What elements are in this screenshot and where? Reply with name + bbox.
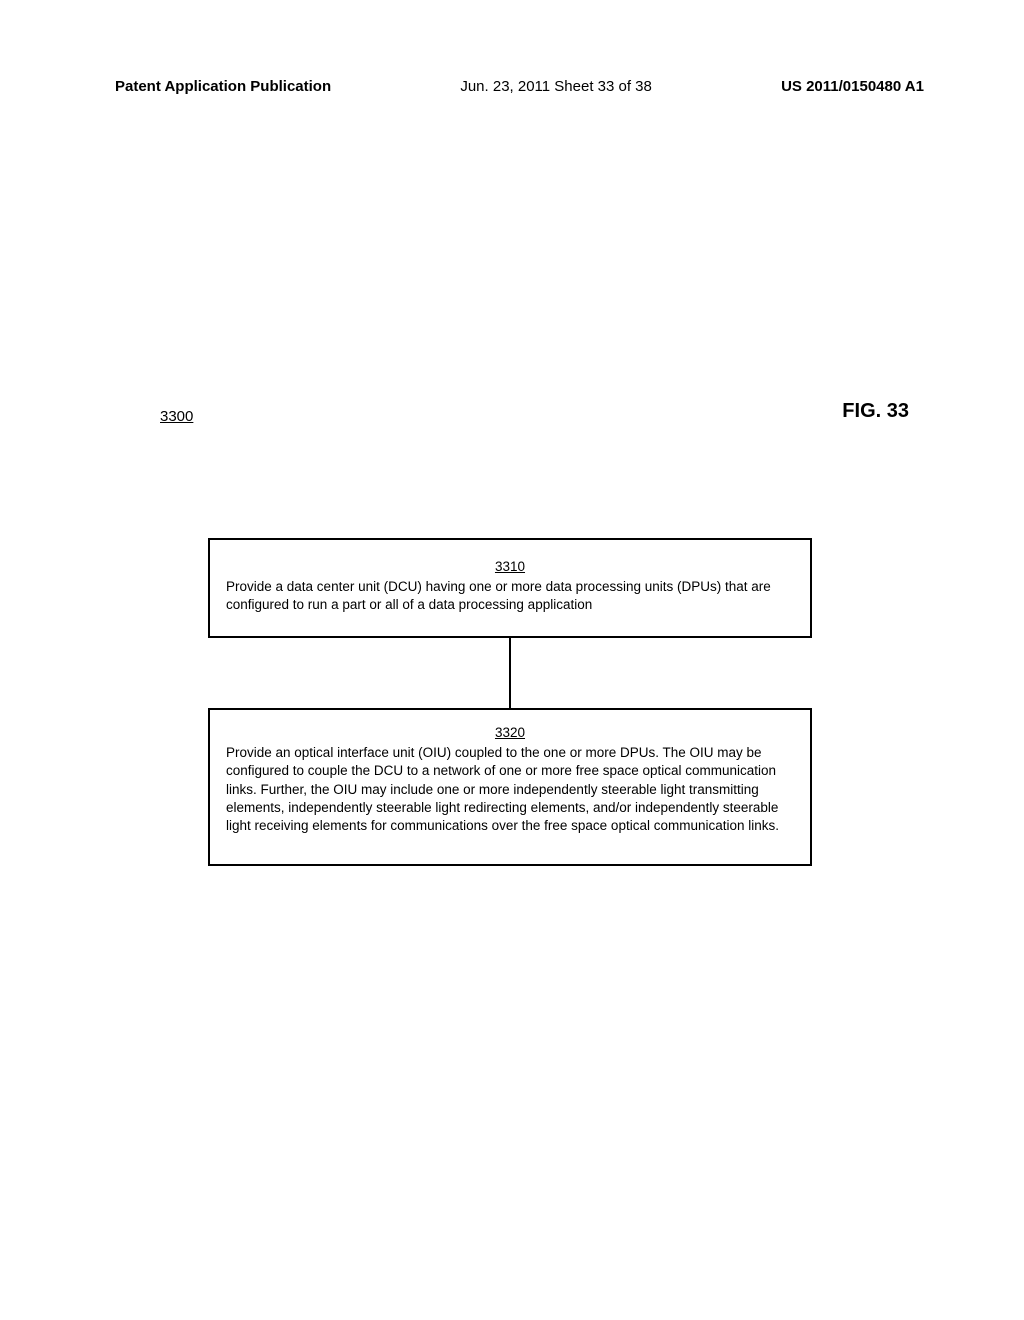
- header-publication: Patent Application Publication: [115, 78, 331, 95]
- header-patent-number: US 2011/0150480 A1: [781, 78, 924, 95]
- step-text: Provide a data center unit (DCU) having …: [226, 579, 771, 612]
- flowchart-step-3310: 3310 Provide a data center unit (DCU) ha…: [208, 538, 812, 638]
- header-date-sheet: Jun. 23, 2011 Sheet 33 of 38: [460, 78, 652, 95]
- flowchart-connector: [509, 638, 511, 708]
- patent-page: Patent Application Publication Jun. 23, …: [0, 0, 1024, 1320]
- step-number: 3310: [226, 558, 794, 576]
- step-number: 3320: [226, 724, 794, 742]
- figure-label: FIG. 33: [842, 400, 909, 423]
- flowchart-step-3320: 3320 Provide an optical interface unit (…: [208, 708, 812, 866]
- step-text: Provide an optical interface unit (OIU) …: [226, 745, 779, 833]
- page-header: Patent Application Publication Jun. 23, …: [115, 78, 924, 95]
- diagram-reference-number: 3300: [160, 408, 193, 425]
